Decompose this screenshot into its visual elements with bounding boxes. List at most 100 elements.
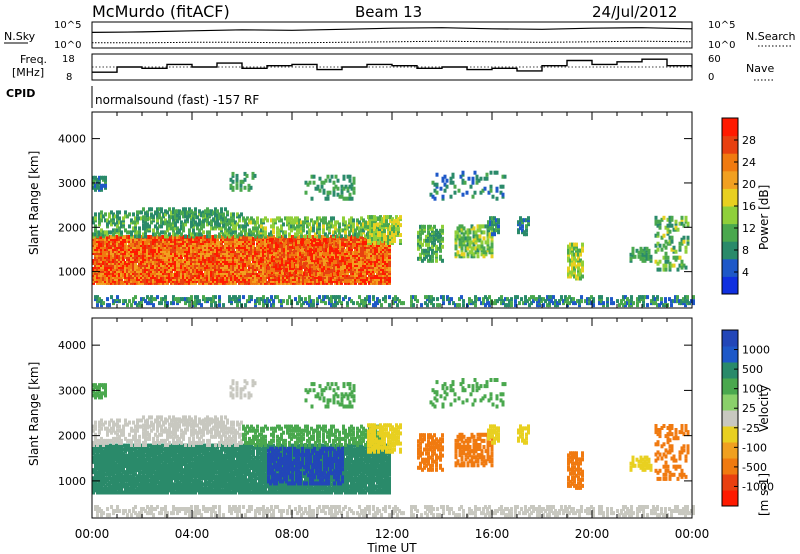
power-cell — [192, 249, 195, 253]
power-cell — [317, 242, 320, 247]
power-cell — [320, 218, 323, 223]
power-cell — [458, 254, 462, 259]
power-cell — [128, 212, 131, 217]
power-cell — [348, 178, 352, 183]
power-cell — [323, 266, 326, 271]
power-cell — [206, 271, 209, 275]
power-cell — [302, 220, 305, 225]
power-cell — [369, 225, 372, 230]
power-cell — [204, 235, 207, 239]
power-cell — [250, 247, 253, 251]
power-cell — [231, 185, 235, 190]
power-cell — [142, 219, 145, 224]
power-cell — [397, 231, 400, 236]
power-cell — [136, 241, 139, 245]
power-cell — [375, 217, 378, 222]
power-cell — [277, 240, 280, 245]
power-cell — [423, 256, 426, 261]
power-cell — [214, 207, 217, 212]
power-cell — [178, 209, 181, 214]
power-cell — [441, 258, 444, 263]
power-cell — [184, 211, 187, 216]
power-cell — [164, 218, 167, 223]
power-cell — [285, 240, 288, 245]
power-cell — [152, 215, 155, 220]
power-cell — [240, 230, 243, 235]
power-cell — [180, 211, 183, 216]
power-cell — [464, 248, 468, 253]
power-cell — [458, 224, 462, 229]
power-cell — [276, 226, 279, 231]
power-cell — [303, 256, 306, 261]
power-cell — [140, 216, 143, 221]
power-cell — [344, 230, 347, 235]
power-cell — [308, 222, 311, 227]
power-cell — [106, 267, 109, 271]
power-cell — [273, 262, 276, 267]
power-cell — [287, 238, 290, 243]
power-cell — [150, 220, 153, 225]
power-cell — [241, 179, 245, 184]
power-cell — [435, 258, 438, 263]
power-cell — [232, 212, 235, 217]
power-cell — [417, 256, 420, 261]
power-cell — [172, 207, 175, 212]
power-cell — [486, 238, 490, 243]
power-cell — [266, 273, 269, 277]
power-cell — [168, 223, 171, 228]
power-cell — [162, 230, 165, 235]
power-cell — [192, 211, 195, 216]
power-cell — [385, 223, 388, 228]
power-cell — [466, 242, 470, 247]
power-cell — [462, 236, 466, 241]
power-cell — [186, 255, 189, 259]
power-cell — [334, 230, 337, 235]
power-cell — [460, 224, 464, 229]
power-cell — [378, 228, 381, 233]
power-cell — [198, 209, 201, 214]
power-cell — [236, 234, 239, 239]
power-cell — [421, 224, 424, 229]
power-cell — [346, 174, 350, 179]
power-cell — [202, 210, 205, 215]
power-cell — [429, 224, 432, 229]
power-cell — [367, 235, 370, 239]
power-cell — [334, 220, 337, 225]
power-cell — [116, 224, 119, 229]
power-cell — [250, 241, 253, 245]
power-cell — [248, 228, 251, 233]
power-cell — [180, 224, 183, 229]
power-cell — [324, 196, 328, 201]
power-cell — [246, 222, 249, 227]
power-cell — [94, 224, 97, 229]
power-cell — [460, 236, 464, 241]
power-cell — [162, 243, 165, 247]
power-cell — [182, 235, 185, 239]
power-cell — [260, 243, 263, 247]
power-cell — [299, 262, 302, 267]
power-cell — [198, 219, 201, 224]
power-cell — [468, 240, 472, 245]
power-cell — [148, 239, 151, 243]
power-cell — [132, 226, 135, 231]
power-cell — [164, 221, 167, 226]
power-cell — [301, 242, 304, 247]
power-cell — [284, 234, 287, 239]
power-cell — [341, 248, 344, 253]
power-cell — [104, 275, 107, 279]
power-cell — [311, 258, 314, 263]
power-cell — [386, 247, 389, 251]
power-cell — [102, 183, 105, 188]
power-cell — [154, 211, 157, 216]
power-cell — [160, 235, 163, 239]
power-cell — [476, 254, 480, 259]
power-cell — [148, 269, 151, 273]
freq-top-tick: 18 — [62, 54, 75, 65]
power-cell — [476, 228, 480, 233]
power-cell — [268, 232, 271, 237]
power-cell — [329, 238, 332, 243]
power-cell — [321, 268, 324, 273]
power-cell — [172, 215, 175, 220]
power-cell — [126, 214, 129, 219]
power-cell — [114, 214, 117, 219]
